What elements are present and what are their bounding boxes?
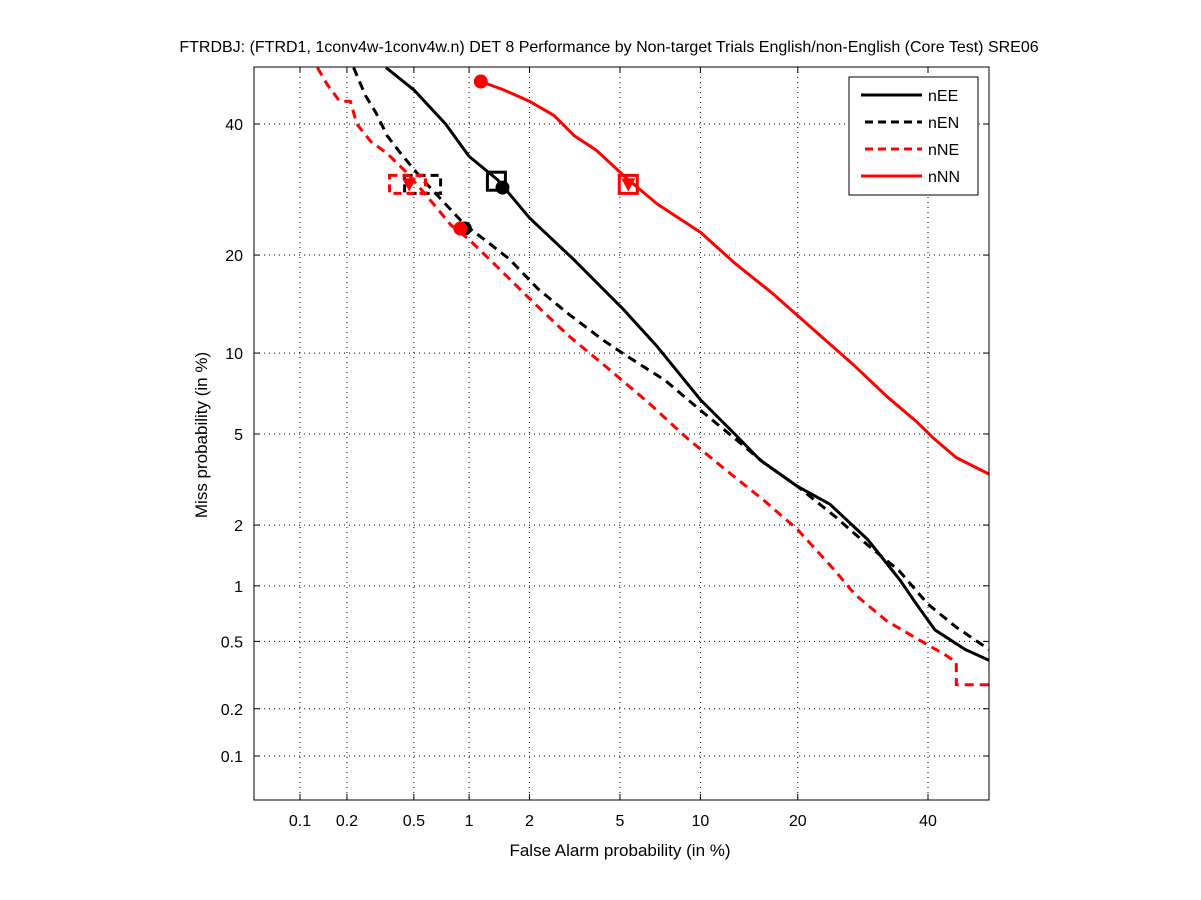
x-tick-label: 0.1 [289, 813, 311, 830]
x-tick-label: 20 [789, 813, 807, 830]
x-tick-label: 40 [919, 813, 937, 830]
y-tick-label: 2 [234, 518, 243, 535]
legend-label-nEN: nEN [928, 115, 959, 132]
y-tick-label: 20 [225, 248, 243, 265]
curve-nEE [385, 67, 989, 662]
x-axis-label: False Alarm probability (in %) [509, 841, 730, 860]
y-tick-label: 0.1 [221, 749, 243, 766]
series-nEN [352, 67, 989, 651]
curve-nEN [352, 67, 989, 651]
x-tick-label: 0.5 [403, 813, 425, 830]
ticks: 0.1 0.2 0.5 1 2 5 10 20 40 0.1 0.2 0.5 1 2 5 10 20 40 [221, 67, 989, 830]
legend-label-nNE: nNE [928, 142, 959, 159]
curves [316, 67, 989, 687]
legend: nEE nEN nNE nNN [848, 76, 979, 196]
marker-square-nNE [388, 173, 428, 195]
curve-nNN [480, 80, 989, 476]
marker-circle-nNN [473, 74, 488, 89]
x-tick-label: 0.2 [336, 813, 358, 830]
chart-title: FTRDBJ: (FTRD1, 1conv4w-1conv4w.n) DET 8… [179, 39, 1038, 56]
y-tick-label: 0.5 [221, 634, 243, 651]
y-tick-label: 1 [234, 579, 243, 596]
grid [254, 67, 989, 800]
x-tick-label: 5 [616, 813, 625, 830]
marker-circle-nEE [495, 180, 510, 195]
legend-label-nEE: nEE [928, 88, 958, 105]
y-axis-label: Miss probability (in %) [192, 352, 211, 518]
series-nNN [480, 80, 989, 476]
marker-triangle-nNE [402, 178, 417, 192]
x-tick-label: 1 [465, 813, 474, 830]
y-tick-label: 40 [225, 117, 243, 134]
y-tick-label: 10 [225, 346, 243, 363]
y-tick-label: 0.2 [221, 702, 243, 719]
x-tick-label: 10 [691, 813, 709, 830]
marker-circle-nNE [453, 221, 468, 236]
marker-square-nNN [617, 173, 639, 195]
legend-label-nNN: nNN [928, 169, 960, 186]
x-tick-label: 2 [525, 813, 534, 830]
y-tick-label: 5 [234, 427, 243, 444]
marker-triangle-nNN [621, 178, 636, 192]
series-nEE [385, 67, 989, 662]
